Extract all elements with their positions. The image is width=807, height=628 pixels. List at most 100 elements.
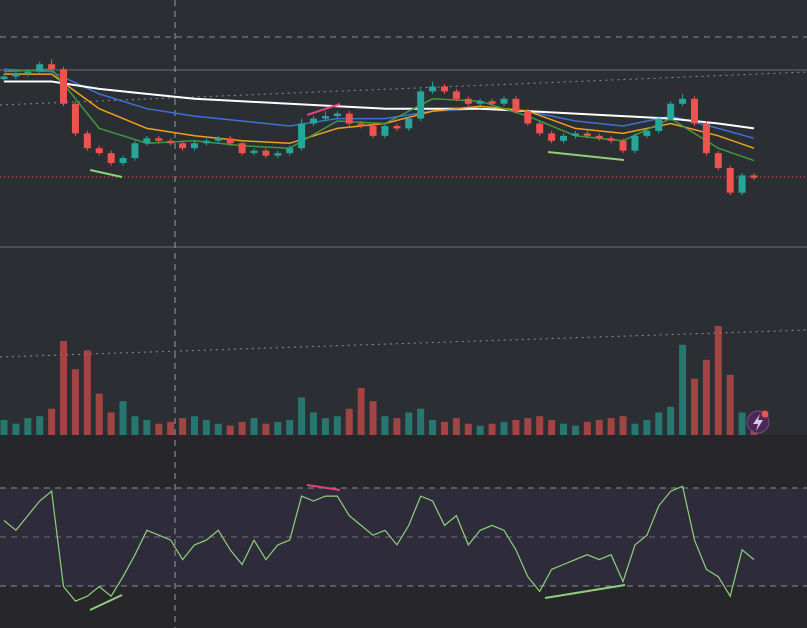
candle-body xyxy=(107,153,115,164)
candle-body xyxy=(369,125,377,136)
volume-bar xyxy=(417,408,425,435)
divergence-line xyxy=(89,169,123,178)
volume-bar xyxy=(202,419,210,435)
volume-bar xyxy=(286,419,294,435)
candle-body xyxy=(143,138,151,144)
volume-bar xyxy=(738,412,746,435)
candle-body xyxy=(250,150,258,154)
volume-bar xyxy=(667,406,675,435)
volume-bar xyxy=(726,374,734,435)
volume-bar xyxy=(429,419,437,435)
volume-bar xyxy=(369,401,377,435)
candle-body xyxy=(524,111,532,124)
candle-body xyxy=(667,103,675,119)
volume-bar xyxy=(167,421,175,435)
volume-bar xyxy=(262,423,270,435)
candle-body xyxy=(357,123,365,126)
candle-body xyxy=(0,76,8,80)
candle-body xyxy=(536,123,544,134)
volume-bar xyxy=(560,423,568,435)
candle-body xyxy=(24,71,32,75)
volume-bar xyxy=(571,425,579,435)
candle-body xyxy=(405,118,413,129)
volume-bar xyxy=(345,408,353,435)
volume-bar xyxy=(12,423,20,435)
price-pane xyxy=(0,0,807,435)
candle-body xyxy=(738,175,746,193)
volume-bar xyxy=(214,423,222,435)
volume-bar xyxy=(440,421,448,435)
volume-bar xyxy=(83,350,91,435)
volume-bar xyxy=(643,419,651,435)
candle-body xyxy=(690,98,698,124)
divergence-line xyxy=(306,484,341,491)
volume-bar xyxy=(381,416,389,435)
candle-body xyxy=(321,116,329,119)
candle-body xyxy=(36,64,44,72)
moving-average xyxy=(4,80,755,130)
volume-bar xyxy=(512,419,520,435)
volume-bar xyxy=(274,421,282,435)
volume-bar xyxy=(226,425,234,435)
volume-bar xyxy=(595,419,603,435)
divergence-line xyxy=(547,151,625,161)
volume-bar xyxy=(607,418,615,435)
volume-bar xyxy=(405,412,413,435)
candle-body xyxy=(643,130,651,136)
candle-body xyxy=(464,98,472,104)
candle-body xyxy=(190,143,198,149)
alert-icon[interactable] xyxy=(746,410,770,434)
volume-bar xyxy=(500,421,508,435)
candle-body xyxy=(595,135,603,139)
candle-body xyxy=(726,167,734,193)
candle-body xyxy=(48,64,56,70)
candle-body xyxy=(619,140,627,151)
candle-body xyxy=(202,140,210,144)
volume-bar xyxy=(190,416,198,435)
volume-bar xyxy=(131,416,139,435)
candle-body xyxy=(560,135,568,141)
volume-bar xyxy=(95,393,103,435)
candle-body xyxy=(119,158,127,164)
candle-body xyxy=(417,91,425,119)
volume-bar xyxy=(36,416,44,435)
candle-body xyxy=(571,133,579,136)
candle-body xyxy=(214,138,222,141)
candle-body xyxy=(381,125,389,136)
candle-body xyxy=(333,113,341,117)
candle-body xyxy=(60,69,68,104)
volume-bar xyxy=(476,425,484,435)
volume-bar xyxy=(655,412,663,435)
candle-body xyxy=(274,153,282,156)
candle-body xyxy=(179,143,187,149)
volume-bar xyxy=(24,418,32,435)
candle-body xyxy=(679,98,687,104)
volume-bar xyxy=(71,369,79,435)
volume-bar xyxy=(321,418,329,435)
volume-bar xyxy=(119,401,127,435)
volume-bar xyxy=(333,416,341,435)
volume-bar xyxy=(690,378,698,435)
rsi-line xyxy=(3,485,755,602)
volume-bar xyxy=(464,423,472,435)
candle-body xyxy=(583,133,591,136)
candle-body xyxy=(452,91,460,99)
candle-body xyxy=(71,103,79,134)
volume-bar xyxy=(238,421,246,435)
candle-body xyxy=(131,143,139,159)
volume-bar xyxy=(310,412,318,435)
divergence-line xyxy=(544,584,626,599)
divergence-line xyxy=(306,103,341,116)
candle-body xyxy=(238,143,246,154)
volume-bar xyxy=(714,325,722,435)
candle-body xyxy=(548,133,556,141)
candle-body xyxy=(429,86,437,92)
trend-line xyxy=(0,71,807,106)
trend-line xyxy=(0,329,807,358)
candle-body xyxy=(655,118,663,131)
candle-body xyxy=(95,148,103,154)
candle-body xyxy=(500,98,508,104)
candle-body xyxy=(310,118,318,124)
candle-body xyxy=(488,101,496,104)
